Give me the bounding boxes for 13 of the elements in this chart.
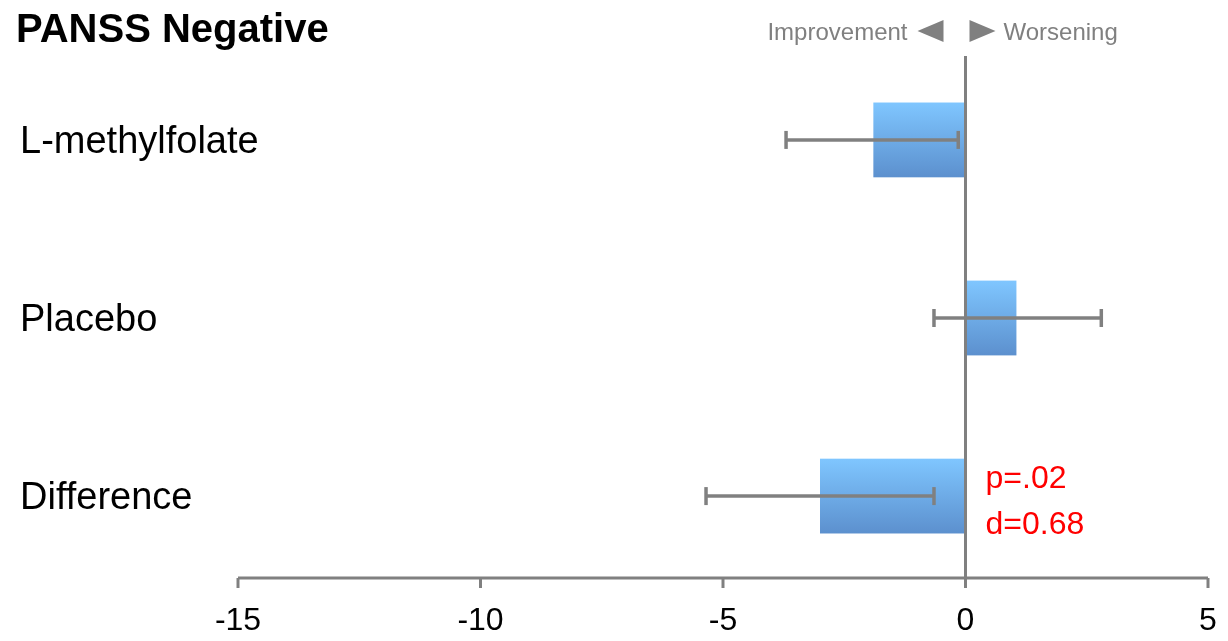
x-tick-label: 0 — [956, 601, 975, 637]
y-tick-label: L-methylfolate — [20, 118, 259, 161]
text: Worsening — [1003, 18, 1118, 45]
x-tick-label: -15 — [214, 601, 262, 637]
x-tick-label: 5 — [1199, 601, 1217, 637]
annotation: p=.02 — [985, 459, 1067, 496]
y-tick-label: Placebo — [20, 297, 158, 339]
y-tick-label: Difference — [20, 475, 193, 518]
x-tick-label: -10 — [457, 601, 504, 637]
chart-title: PANSS Negative — [16, 6, 329, 50]
annotation: d=0.68 — [985, 505, 1085, 542]
x-tick-label: -5 — [708, 601, 738, 637]
text: Improvement — [767, 18, 908, 45]
